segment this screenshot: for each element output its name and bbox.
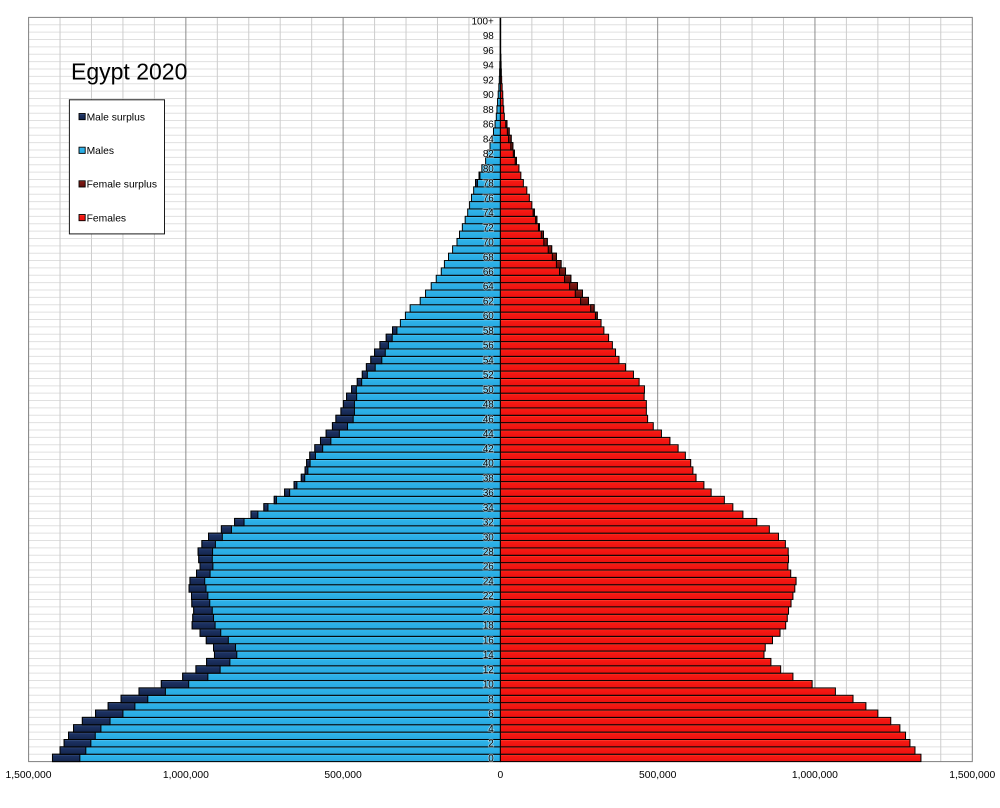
svg-text:2: 2 (488, 739, 494, 750)
svg-text:28: 28 (483, 547, 494, 558)
svg-text:76: 76 (483, 193, 494, 204)
svg-text:82: 82 (483, 149, 494, 160)
svg-text:96: 96 (483, 46, 494, 57)
svg-text:38: 38 (483, 473, 494, 484)
svg-text:18: 18 (483, 621, 494, 632)
svg-text:72: 72 (483, 223, 494, 234)
svg-text:100+: 100+ (472, 16, 494, 27)
svg-text:62: 62 (483, 296, 494, 307)
svg-text:4: 4 (488, 724, 494, 735)
svg-text:Egypt 2020: Egypt 2020 (71, 58, 187, 84)
svg-text:8: 8 (488, 694, 494, 705)
svg-text:44: 44 (483, 429, 494, 440)
svg-text:Male surplus: Male surplus (87, 112, 145, 123)
svg-text:60: 60 (483, 311, 494, 322)
svg-text:68: 68 (483, 252, 494, 263)
svg-text:78: 78 (483, 179, 494, 190)
svg-text:16: 16 (483, 635, 494, 646)
svg-text:74: 74 (483, 208, 494, 219)
svg-text:66: 66 (483, 267, 494, 278)
svg-text:10: 10 (483, 680, 494, 691)
svg-text:32: 32 (483, 518, 494, 529)
svg-text:94: 94 (483, 61, 494, 72)
svg-text:1,000,000: 1,000,000 (163, 770, 209, 781)
svg-text:30: 30 (483, 532, 494, 543)
svg-text:64: 64 (483, 282, 494, 293)
svg-text:1,500,000: 1,500,000 (6, 770, 52, 781)
svg-text:70: 70 (483, 238, 494, 249)
svg-text:6: 6 (488, 709, 494, 720)
svg-text:90: 90 (483, 90, 494, 101)
svg-text:52: 52 (483, 370, 494, 381)
svg-text:20: 20 (483, 606, 494, 617)
svg-text:26: 26 (483, 562, 494, 573)
svg-text:54: 54 (483, 355, 494, 366)
svg-text:56: 56 (483, 341, 494, 352)
svg-text:40: 40 (483, 459, 494, 470)
svg-text:48: 48 (483, 400, 494, 411)
svg-text:500,000: 500,000 (324, 770, 362, 781)
svg-text:Female surplus: Female surplus (87, 180, 157, 191)
svg-text:0: 0 (498, 770, 504, 781)
svg-text:0: 0 (488, 753, 494, 764)
svg-text:80: 80 (483, 164, 494, 175)
svg-text:500,000: 500,000 (639, 770, 677, 781)
svg-text:86: 86 (483, 120, 494, 131)
svg-text:98: 98 (483, 31, 494, 42)
svg-text:Females: Females (87, 213, 126, 224)
svg-text:88: 88 (483, 105, 494, 116)
svg-text:22: 22 (483, 591, 494, 602)
svg-text:1,000,000: 1,000,000 (792, 770, 838, 781)
svg-text:36: 36 (483, 488, 494, 499)
svg-text:Males: Males (87, 146, 114, 157)
svg-text:46: 46 (483, 414, 494, 425)
svg-text:42: 42 (483, 444, 494, 455)
svg-text:24: 24 (483, 576, 494, 587)
svg-text:84: 84 (483, 134, 494, 145)
svg-text:34: 34 (483, 503, 494, 514)
svg-text:50: 50 (483, 385, 494, 396)
svg-text:92: 92 (483, 75, 494, 86)
svg-text:12: 12 (483, 665, 494, 676)
svg-text:14: 14 (483, 650, 494, 661)
svg-text:58: 58 (483, 326, 494, 337)
svg-text:1,500,000: 1,500,000 (949, 770, 995, 781)
